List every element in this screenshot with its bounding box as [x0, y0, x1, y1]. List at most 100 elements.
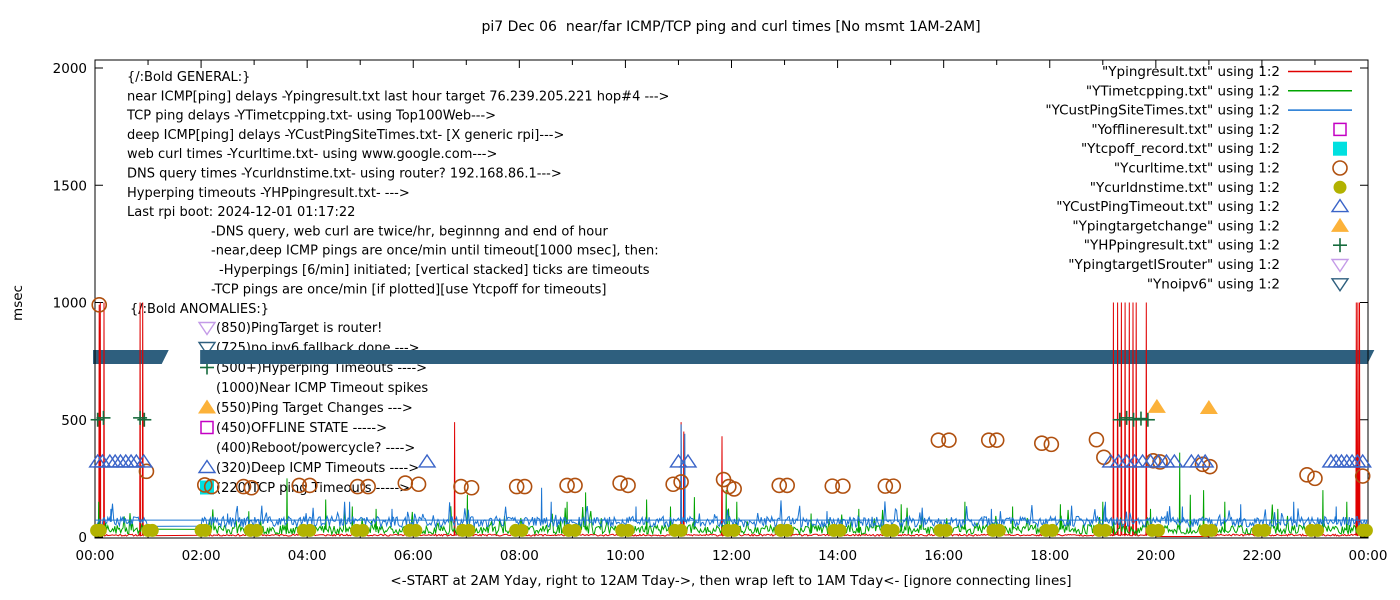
- circle-open-marker: [349, 478, 366, 495]
- legend-label: "YpingtargetISrouter" using 1:2: [1068, 257, 1280, 273]
- legend-label: "Ypingtargetchange" using 1:2: [1072, 218, 1280, 234]
- legend: "Ypingresult.txt" using 1:2 "YTimetcpping…: [1045, 64, 1352, 292]
- circle-filled-marker: [992, 523, 1006, 537]
- circle-filled-marker: [1205, 523, 1219, 537]
- chart-title: pi7 Dec 06 near/far ICMP/TCP ping and cu…: [481, 19, 980, 35]
- circle-open-marker: [665, 476, 681, 493]
- anomaly-note-line: (320)Deep ICMP Timeouts ---->: [216, 461, 419, 476]
- legend-tri-up-open-icon: [1330, 198, 1350, 213]
- tri-up-open-marker: [1165, 453, 1184, 468]
- circle-open-marker: [410, 476, 427, 493]
- circle-open-marker: [620, 477, 636, 494]
- x-tick-label: 22:00: [1242, 548, 1281, 564]
- circle-open-marker: [779, 477, 795, 494]
- circle-filled-marker: [303, 523, 317, 537]
- circle-open-marker: [877, 478, 894, 494]
- anomaly-key-square-filled-icon: [200, 480, 214, 495]
- legend-circle-filled-icon: [1333, 180, 1347, 194]
- legend-tri-up-filled-icon: [1331, 217, 1349, 232]
- tri-up-open-marker: [669, 453, 688, 468]
- legend-label: "Ypingresult.txt" using 1:2: [1102, 64, 1280, 80]
- legend-label: "YTimetcpping.txt" using 1:2: [1086, 83, 1280, 99]
- legend-square-filled-icon: [1333, 141, 1347, 156]
- tri-up-filled-marker: [1147, 398, 1166, 413]
- circle-filled-marker: [886, 523, 900, 537]
- x-tick-label: 12:00: [712, 548, 751, 564]
- x-axis-label: <-START at 2AM Yday, right to 12AM Tday-…: [390, 573, 1071, 589]
- anomaly-note-line: (850)PingTarget is router!: [216, 321, 382, 336]
- anomaly-note-line: (500+)Hyperping Timeouts ---->: [216, 361, 427, 376]
- circle-filled-marker: [409, 523, 423, 537]
- band-segment: [93, 350, 158, 364]
- circle-open-marker: [463, 479, 480, 496]
- legend-label: "Ycurldnstime.txt" using 1:2: [1090, 180, 1280, 196]
- circle-filled-marker: [1045, 523, 1059, 537]
- measurement-band-overlay: [93, 350, 1375, 364]
- circle-filled-marker: [1311, 523, 1325, 537]
- general-note-line: Last rpi boot: 2024-12-01 01:17:22: [127, 205, 355, 220]
- tri-up-open-marker: [678, 453, 698, 468]
- general-note-line: -Hyperpings [6/min] initiated; [vertical…: [219, 263, 650, 278]
- y-tick-label: 1500: [53, 178, 87, 194]
- circle-filled-marker: [93, 523, 107, 537]
- anomaly-note-line: (550)Ping Target Changes --->: [216, 401, 413, 416]
- x-tick-label: 20:00: [1136, 548, 1175, 564]
- anomaly-note-line: (1000)Near ICMP Timeout spikes: [216, 381, 428, 396]
- legend-circle-open-icon: [1332, 160, 1348, 176]
- x-tick-label: 02:00: [182, 548, 221, 564]
- legend-label: "Ycurltime.txt" using 1:2: [1114, 161, 1280, 177]
- general-note-line: TCP ping delays -YTimetcpping.txt- using…: [126, 109, 496, 124]
- tri-up-open-marker: [111, 453, 130, 468]
- circle-open-marker: [516, 478, 533, 495]
- x-tick-label: 06:00: [394, 548, 433, 564]
- circle-open-marker: [302, 477, 318, 494]
- anomalies-header: {/:Bold ANOMALIES:}: [130, 302, 269, 317]
- general-note-line: near ICMP[ping] delays -Ypingresult.txt …: [127, 89, 669, 104]
- axes-frame: 00:00 02:00 04:00 06:00 08:00 10:00 12:00 14:00…: [53, 59, 1388, 564]
- circle-open-marker: [988, 432, 1005, 448]
- general-note-line: web curl times -Ycurltime.txt- using www…: [127, 147, 497, 162]
- x-tick-label: 00:00: [1349, 548, 1388, 564]
- circle-open-marker: [930, 432, 947, 448]
- circle-filled-marker: [727, 523, 741, 537]
- general-note-line: deep ICMP[ping] delays -YCustPingSiteTim…: [127, 128, 564, 143]
- legend-label: "Ynoipv6" using 1:2: [1147, 276, 1280, 292]
- circle-open-marker: [235, 478, 252, 495]
- anomaly-key-tri-up-open-icon: [197, 459, 217, 474]
- circle-filled-marker: [1359, 523, 1373, 537]
- tri-up-open-marker: [1326, 453, 1346, 468]
- circle-open-marker: [1354, 468, 1371, 484]
- tri-up-open-marker: [1195, 453, 1215, 468]
- general-note-line: {/:Bold GENERAL:}: [127, 70, 250, 85]
- tri-up-open-marker: [116, 453, 136, 468]
- anomaly-note-line: (400)Reboot/powercycle? ---->: [216, 441, 415, 456]
- anomaly-key-tri-down-open-icon: [197, 321, 217, 336]
- circle-filled-marker: [939, 523, 953, 537]
- tri-up-open-marker: [1353, 453, 1373, 468]
- y-tick-label: 1000: [53, 296, 87, 312]
- legend-label: "Yofflineresult.txt" using 1:2: [1091, 122, 1280, 138]
- circle-open-marker: [980, 432, 997, 448]
- tri-up-filled-marker: [1199, 400, 1218, 415]
- circle-open-marker: [567, 477, 583, 494]
- data-series-layer: [94, 302, 1368, 537]
- data-marker-layer: [88, 297, 1373, 537]
- circle-filled-marker: [250, 523, 264, 537]
- circle-open-marker: [1033, 435, 1050, 452]
- x-tick-label: 08:00: [500, 548, 539, 564]
- circle-open-marker: [941, 432, 957, 448]
- circle-filled-marker: [198, 523, 212, 537]
- circle-open-marker: [453, 478, 469, 495]
- x-tick-label: 04:00: [288, 548, 327, 564]
- circle-open-marker: [612, 475, 628, 491]
- anomaly-key-square-open-icon: [200, 420, 214, 435]
- x-tick-label: 10:00: [606, 548, 645, 564]
- circle-open-marker: [1043, 436, 1060, 453]
- y-tick-label: 2000: [53, 61, 87, 77]
- circle-open-marker: [508, 478, 525, 495]
- circle-open-marker: [196, 477, 213, 493]
- x-tick-label: 16:00: [924, 548, 963, 564]
- legend-tri-down-open-icon: [1330, 258, 1350, 273]
